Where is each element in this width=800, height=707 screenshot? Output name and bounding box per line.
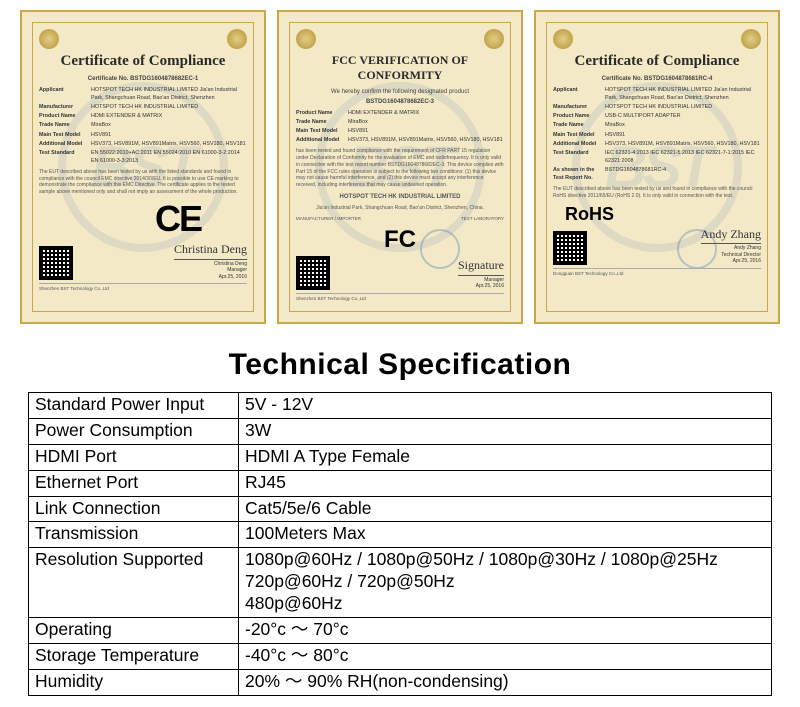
cert-title: Certificate of Compliance (39, 53, 247, 70)
spec-title: Technical Specification (0, 348, 800, 382)
table-row: Link ConnectionCat5/5e/6 Cable (29, 496, 772, 522)
table-row: Operating-20°c ～ 70°c (29, 617, 772, 643)
spec-key: Resolution Supported (29, 548, 239, 618)
table-row: Standard Power Input5V - 12V (29, 393, 772, 419)
table-row: Humidity20% ～ 90% RH(non-condensing) (29, 669, 772, 695)
spec-tbody: Standard Power Input5V - 12VPower Consum… (29, 393, 772, 696)
medallion-icon (227, 29, 247, 49)
spec-value: HDMI A Type Female (239, 444, 772, 470)
compliance-mark-fc: FC (296, 226, 504, 254)
spec-value: Cat5/5e/6 Cable (239, 496, 772, 522)
medallion-icon (741, 29, 761, 49)
certificate-3: BSTCertificate of ComplianceCertificate … (534, 10, 780, 324)
spec-key: Transmission (29, 522, 239, 548)
spec-value: -40°c ～ 80°c (239, 643, 772, 669)
compliance-mark-rohs: RoHS (565, 204, 761, 225)
spec-key: Operating (29, 617, 239, 643)
spec-key: Standard Power Input (29, 393, 239, 419)
medallion-icon (39, 29, 59, 49)
qr-code-icon (553, 231, 587, 265)
spec-key: Storage Temperature (29, 643, 239, 669)
table-row: Ethernet PortRJ45 (29, 470, 772, 496)
medallion-icon (553, 29, 573, 49)
certificate-row: BSTCertificate of ComplianceCertificate … (0, 0, 800, 340)
medallion-icon (484, 29, 504, 49)
cert-title: FCC VERIFICATION OF CONFORMITY (296, 53, 504, 83)
spec-table: Standard Power Input5V - 12VPower Consum… (28, 392, 772, 696)
compliance-mark-ce: CE (109, 198, 247, 240)
table-row: Power Consumption3W (29, 418, 772, 444)
spec-value: 1080p@60Hz / 1080p@50Hz / 1080p@30Hz / 1… (239, 548, 772, 618)
spec-value: 20% ～ 90% RH(non-condensing) (239, 669, 772, 695)
spec-key: Link Connection (29, 496, 239, 522)
certificate-2: BSTFCC VERIFICATION OF CONFORMITYWe here… (277, 10, 523, 324)
spec-key: Humidity (29, 669, 239, 695)
table-row: Storage Temperature-40°c ～ 80°c (29, 643, 772, 669)
medallion-icon (296, 29, 316, 49)
cert-title: Certificate of Compliance (553, 53, 761, 70)
table-row: Resolution Supported1080p@60Hz / 1080p@5… (29, 548, 772, 618)
certificate-1: BSTCertificate of ComplianceCertificate … (20, 10, 266, 324)
table-row: Transmission100Meters Max (29, 522, 772, 548)
spec-key: Ethernet Port (29, 470, 239, 496)
spec-value: -20°c ～ 70°c (239, 617, 772, 643)
spec-key: HDMI Port (29, 444, 239, 470)
spec-value: 100Meters Max (239, 522, 772, 548)
spec-value: 3W (239, 418, 772, 444)
spec-value: 5V - 12V (239, 393, 772, 419)
qr-code-icon (296, 256, 330, 290)
spec-key: Power Consumption (29, 418, 239, 444)
spec-value: RJ45 (239, 470, 772, 496)
qr-code-icon (39, 246, 73, 280)
table-row: HDMI PortHDMI A Type Female (29, 444, 772, 470)
